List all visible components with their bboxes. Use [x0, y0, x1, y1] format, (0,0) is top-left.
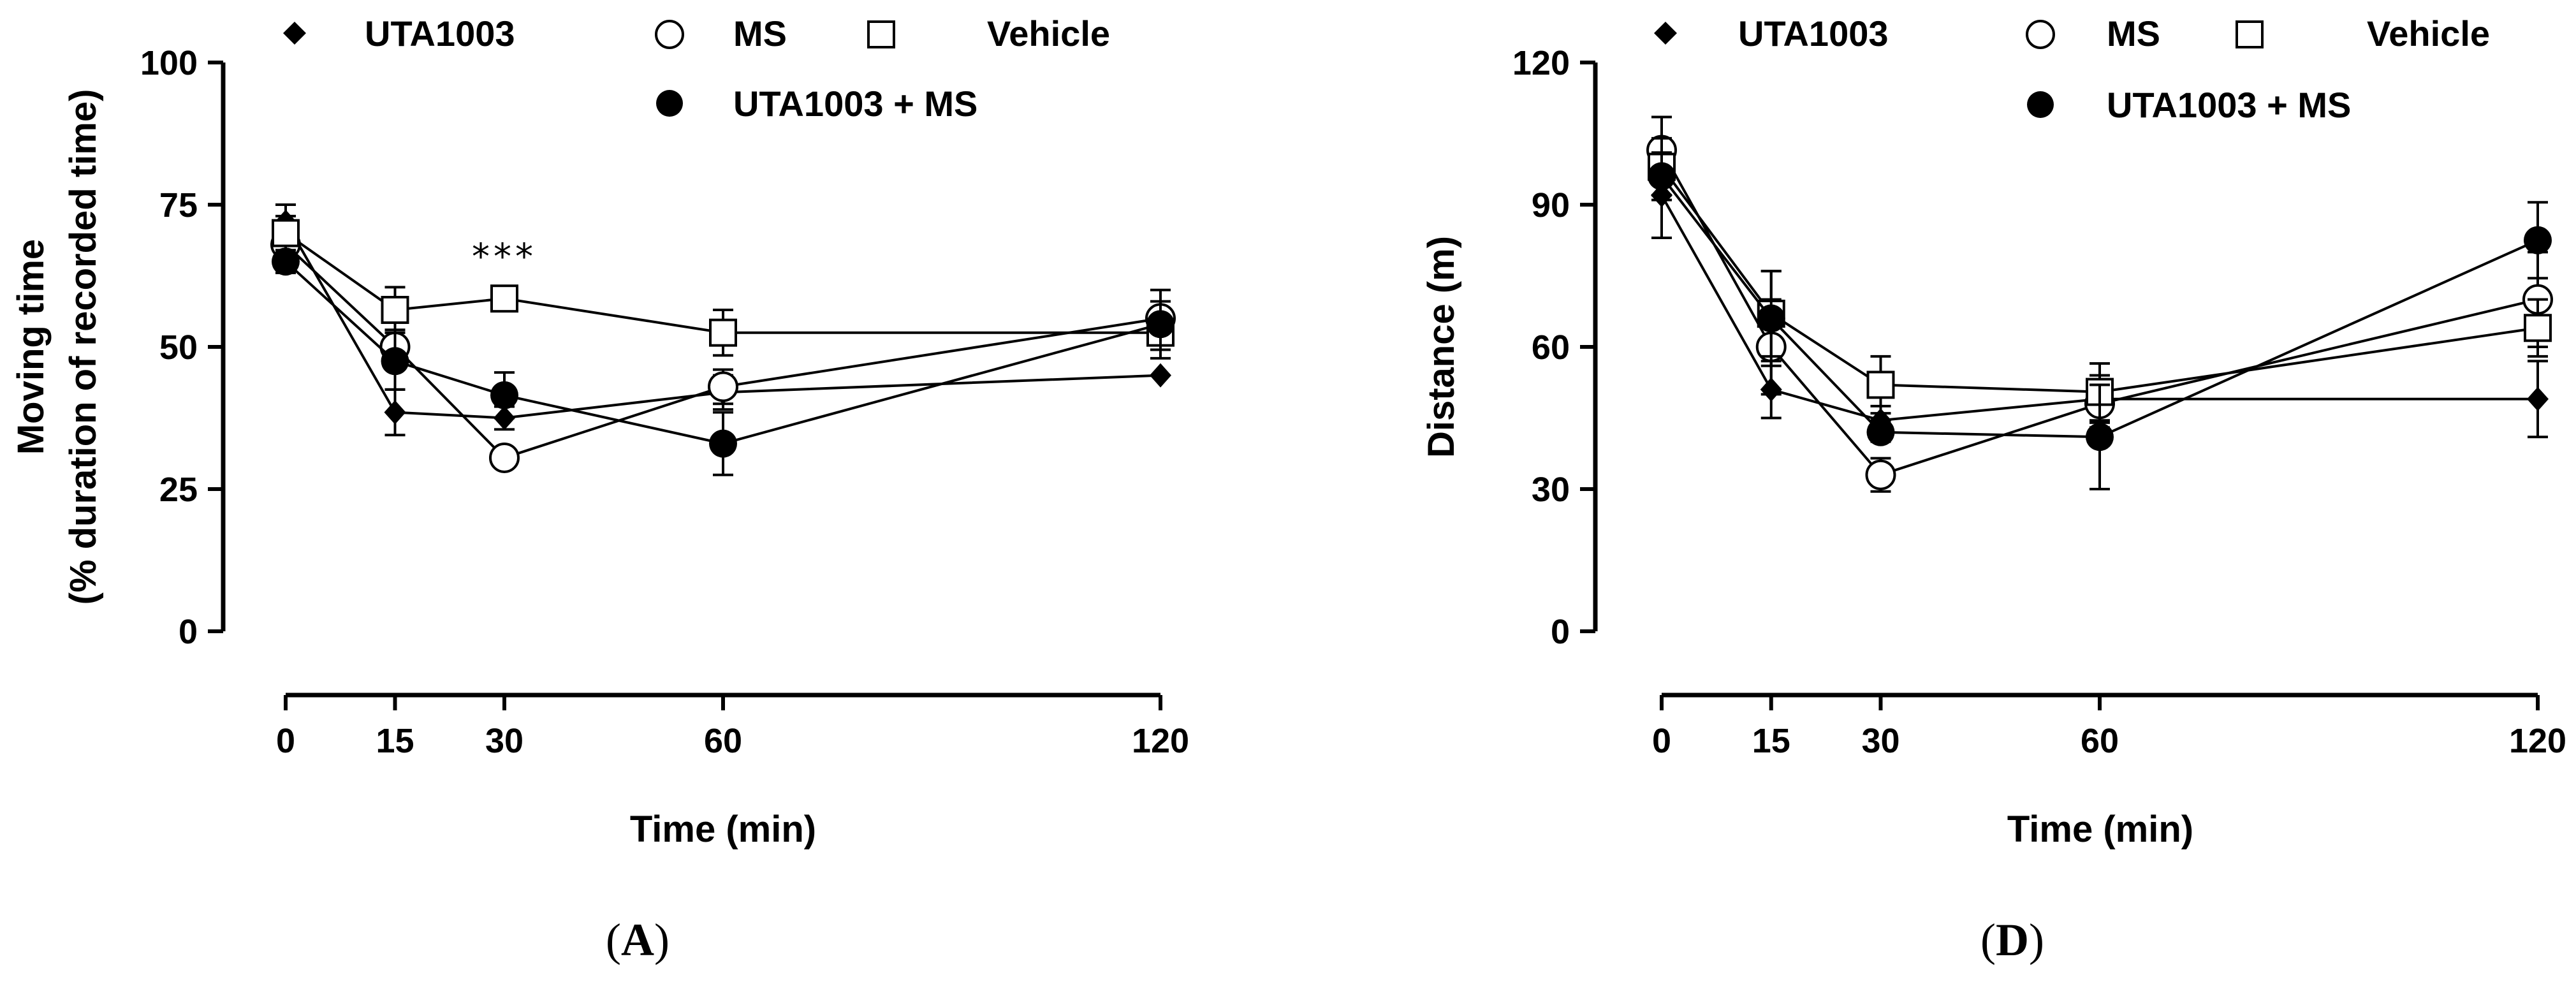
significance-annotation: ***	[472, 236, 537, 277]
filled-circle-marker	[1146, 310, 1175, 339]
x-tick-label: 0	[276, 722, 295, 760]
filled-circle-marker	[272, 247, 300, 276]
x-tick-label: 60	[2081, 722, 2119, 760]
filled-circle-marker	[709, 429, 737, 458]
open-square-marker	[1866, 370, 1895, 399]
legend-item-uta1003: UTA1003	[1654, 13, 1889, 54]
open-square-marker	[709, 318, 737, 347]
plot-area	[1646, 115, 2553, 493]
y-tick-label: 25	[159, 471, 198, 509]
legend-filled-circle-marker	[656, 90, 683, 117]
legend-diamond-marker	[283, 22, 306, 45]
legend-item-ms: MS	[655, 13, 787, 54]
legend-label: UTA1003	[365, 13, 515, 54]
y-tick-label: 75	[159, 186, 198, 224]
open-square-marker	[490, 284, 518, 313]
diamond-marker	[384, 400, 406, 425]
legend-label: MS	[733, 13, 787, 54]
y-axis-title-line2: (% duration of recorded time)	[62, 89, 104, 605]
open-circle-marker	[1865, 459, 1896, 490]
series-uta1003-ms	[272, 247, 1175, 476]
filled-circle-marker	[1757, 304, 1785, 333]
open-circle-marker	[708, 371, 738, 402]
series-vehicle	[1648, 136, 2552, 422]
filled-circle-marker	[381, 347, 409, 376]
x-tick-label: 30	[1861, 722, 1899, 760]
y-tick-label: 100	[140, 44, 198, 82]
legend-item-uta1003-ms: UTA1003 + MS	[2027, 85, 2351, 125]
diamond-marker	[2527, 386, 2549, 411]
legend-item-uta1003: UTA1003	[283, 13, 515, 54]
series-line	[1660, 166, 2538, 393]
panel-label: (A)	[606, 914, 670, 965]
panel-label-letter: A	[621, 914, 654, 965]
open-circle-marker	[489, 442, 520, 473]
legend-item-ms: MS	[2026, 13, 2160, 54]
x-tick-label: 30	[485, 722, 523, 760]
axis-ticks: 0 30 60 90 120 0 15 30 60 120	[1512, 44, 2566, 760]
filled-circle-marker	[2524, 226, 2552, 254]
legend-open-circle-marker	[655, 20, 684, 49]
x-axis-title: Time (min)	[2007, 809, 2193, 850]
legend: UTA1003 MS Vehicle UTA1003 + MS	[283, 13, 1110, 124]
filled-circle-marker	[1866, 418, 1895, 446]
legend-open-circle-marker	[2026, 20, 2055, 49]
y-tick-label: 60	[1532, 328, 1570, 367]
plot-area	[270, 203, 1176, 476]
legend-label: UTA1003 + MS	[2107, 85, 2351, 125]
panel-d: UTA1003 MS Vehicle UTA1003 + MS 0 30 60 90 1…	[1421, 13, 2566, 965]
y-tick-label: 0	[1551, 613, 1570, 651]
filled-circle-marker	[1648, 162, 1676, 191]
panel-label-letter: D	[1996, 914, 2029, 965]
x-tick-label: 120	[2509, 722, 2566, 760]
legend: UTA1003 MS Vehicle UTA1003 + MS	[1654, 13, 2490, 125]
x-tick-label: 120	[1132, 722, 1189, 760]
legend-filled-circle-marker	[2027, 91, 2054, 118]
axis-ticks: 0 25 50 75 100 0 15 30 60 120	[140, 44, 1189, 760]
y-tick-label: 50	[159, 328, 198, 367]
legend-label: Vehicle	[987, 13, 1110, 54]
panel-a: UTA1003 MS Vehicle UTA1003 + MS 0 25 50 75 1…	[10, 13, 1189, 965]
y-axis-title: Distance (m)	[1421, 236, 1462, 458]
legend-label: MS	[2107, 13, 2160, 54]
panel-label: (D)	[1980, 914, 2044, 965]
y-tick-label: 0	[179, 613, 198, 651]
y-axis-title-line1: Moving time	[10, 239, 52, 455]
legend-item-vehicle: Vehicle	[2236, 13, 2490, 54]
series-vehicle	[272, 214, 1175, 357]
legend-diamond-marker	[1654, 22, 1677, 45]
y-tick-label: 30	[1532, 471, 1570, 509]
legend-label: UTA1003	[1738, 13, 1889, 54]
x-tick-label: 0	[1652, 722, 1671, 760]
y-tick-label: 90	[1532, 186, 1570, 224]
x-tick-label: 15	[376, 722, 414, 760]
legend-open-square-marker	[2236, 20, 2264, 48]
open-square-marker	[381, 296, 409, 325]
x-axis-title: Time (min)	[630, 809, 816, 850]
legend-label: UTA1003 + MS	[733, 84, 977, 124]
filled-circle-marker	[490, 381, 518, 409]
open-square-marker	[272, 219, 300, 247]
diamond-marker	[1150, 363, 1171, 388]
legend-item-vehicle: Vehicle	[867, 13, 1110, 54]
filled-circle-marker	[2086, 423, 2114, 451]
legend-item-uta1003-ms: UTA1003 + MS	[656, 84, 977, 124]
x-tick-label: 15	[1752, 722, 1790, 760]
series-uta1003-ms	[1648, 151, 2552, 490]
x-tick-label: 60	[704, 722, 742, 760]
legend-label: Vehicle	[2367, 13, 2490, 54]
open-square-marker	[2524, 314, 2552, 342]
y-tick-label: 120	[1512, 44, 1570, 82]
legend-open-square-marker	[867, 20, 895, 48]
